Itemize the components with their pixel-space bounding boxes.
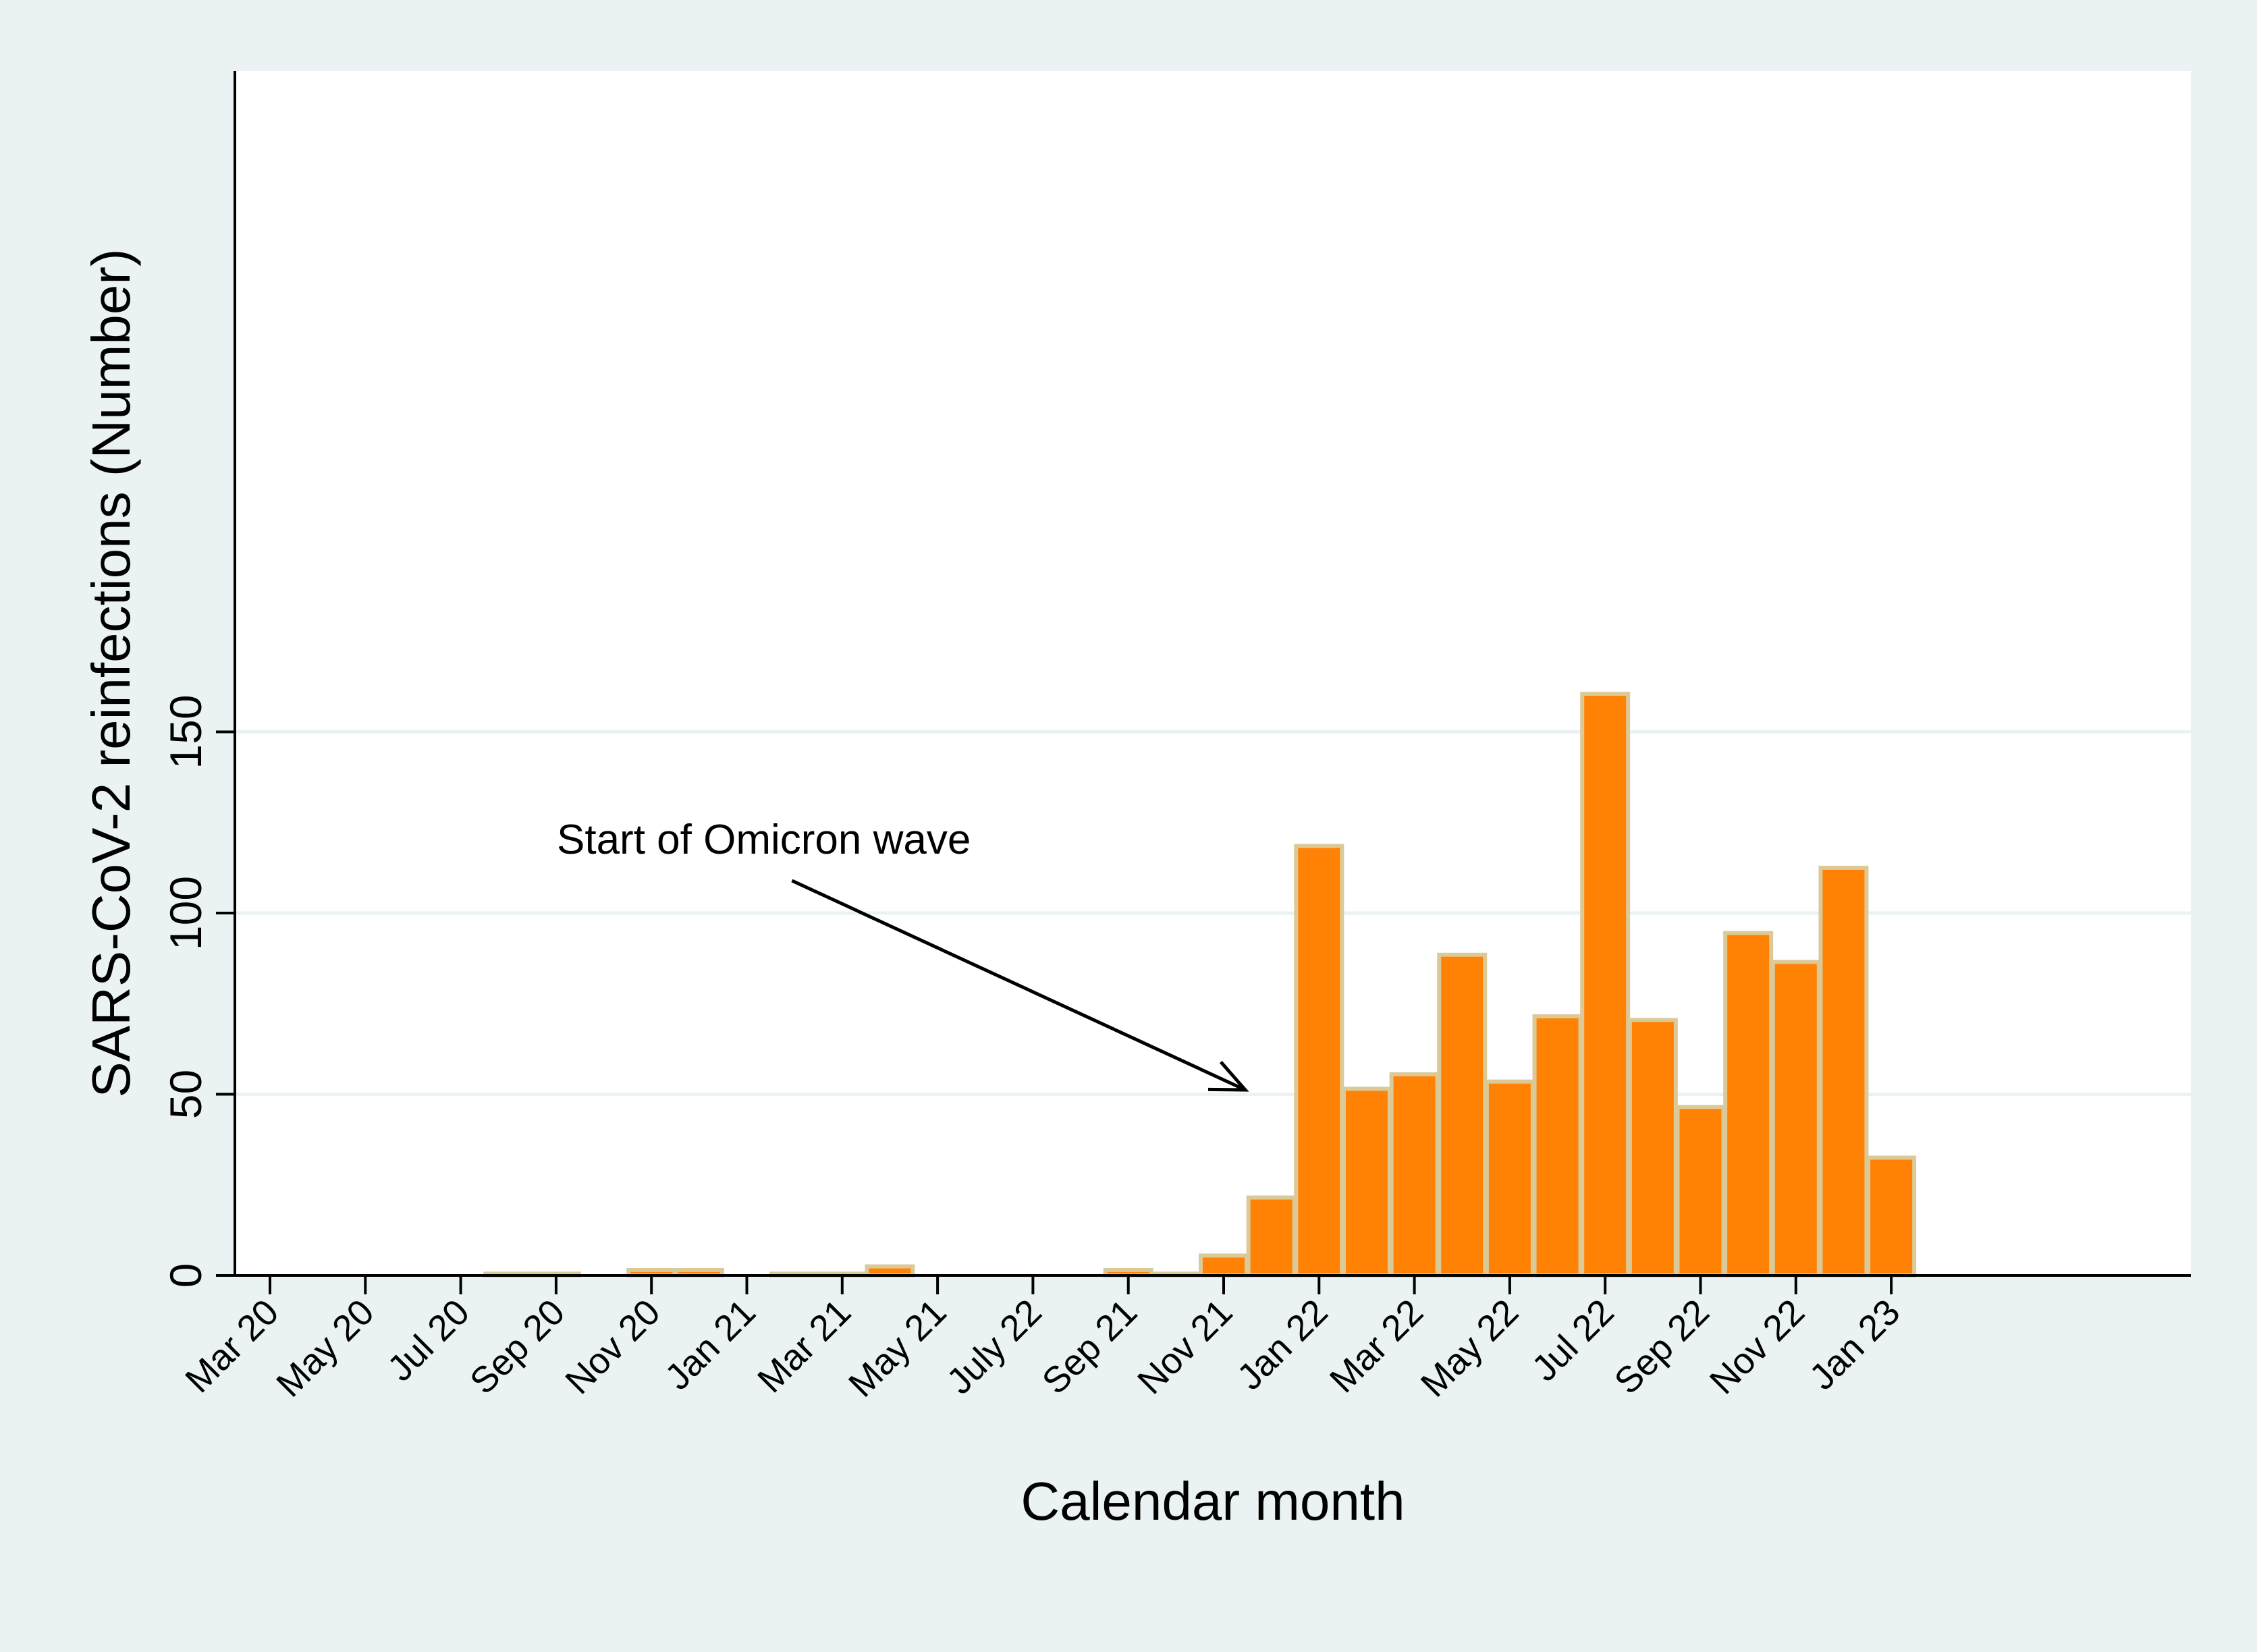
bar-23 [1866,1155,1917,1277]
annotation-text-0: Start of Omicron wave [557,817,971,863]
y-tick-label-50: 50 [161,1070,211,1119]
annotation-arrowhead-0 [1207,1060,1249,1092]
bar-6 [865,1264,915,1277]
y-axis-title: SARS-CoV-2 reinfections (Number) [81,248,141,1097]
bar-17 [1580,692,1631,1277]
annotations: Start of Omicron wave [557,817,1249,1092]
bar-14 [1437,952,1488,1277]
x-axis-title: Calendar month [1021,1471,1405,1531]
bar-9 [1199,1253,1249,1277]
y-tick-label-0: 0 [161,1263,211,1288]
bar-13 [1389,1072,1440,1277]
bar-15 [1484,1079,1535,1277]
bar-16 [1532,1014,1583,1278]
y-tick-label-150: 150 [161,694,211,769]
bar-12 [1341,1086,1392,1277]
bar-22 [1818,865,1869,1277]
bar-18 [1627,1018,1678,1278]
bar-19 [1675,1105,1726,1278]
bar-20 [1723,931,1774,1278]
bar-11 [1294,844,1344,1277]
axes [216,71,2191,1294]
y-tick-label-100: 100 [161,876,211,950]
bar-21 [1770,960,1821,1277]
bar-10 [1246,1195,1297,1278]
annotation-arrow-0 [791,879,1247,1092]
